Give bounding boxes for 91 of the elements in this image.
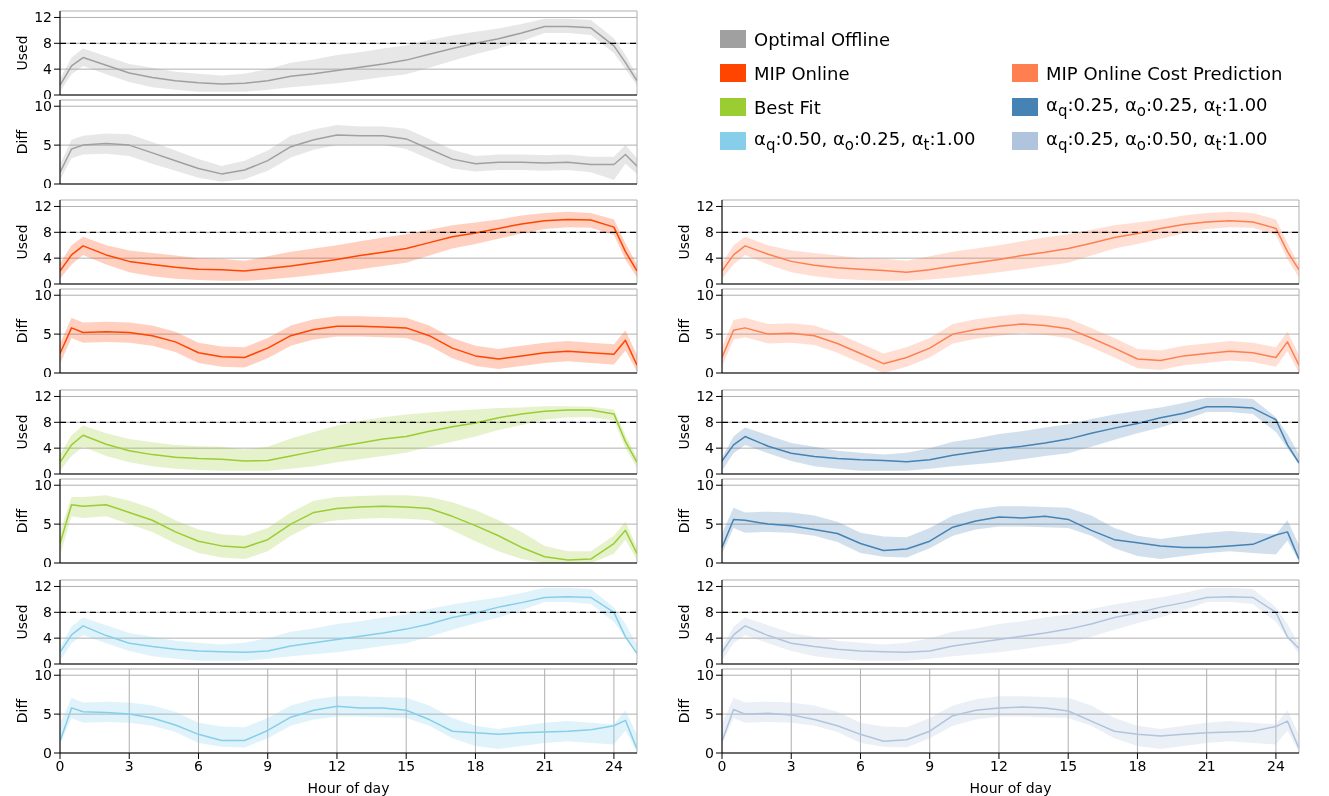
x-tick-label: 3 xyxy=(124,757,134,774)
y-tick-label: 10 xyxy=(34,477,52,494)
line-series xyxy=(722,515,1299,560)
y-tick-label: 8 xyxy=(43,604,52,621)
x-axis-title: Hour of day xyxy=(969,780,1052,796)
y-axis-title: Diff xyxy=(13,129,30,155)
y-tick-label: 10 xyxy=(696,667,714,684)
y-tick-label: 4 xyxy=(705,630,715,647)
x-tick-label: 24 xyxy=(605,757,623,774)
y-tick-label: 5 xyxy=(43,516,52,533)
line-series xyxy=(60,325,637,366)
line-series xyxy=(722,596,1299,654)
y-axis-title: Used xyxy=(675,604,692,640)
legend-label: MIP Online xyxy=(754,62,850,84)
line-series xyxy=(60,218,637,272)
x-tick-label: 6 xyxy=(194,757,204,774)
legend-label: α$_{q}$:0.50, α$_{o}$:0.25, α$_{t}$:1.00 xyxy=(754,128,976,154)
x-tick-label: 0 xyxy=(55,757,65,774)
legend-label: α$_{q}$:0.25, α$_{o}$:0.50, α$_{t}$:1.00 xyxy=(1046,128,1268,154)
line-series xyxy=(60,134,637,175)
y-tick-label: 5 xyxy=(43,706,52,723)
line-series xyxy=(60,409,637,464)
legend-label: α$_{q}$:0.25, α$_{o}$:0.25, α$_{t}$:1.00 xyxy=(1046,94,1268,120)
y-axis-title: Used xyxy=(675,224,692,260)
y-tick-label: 12 xyxy=(34,578,52,595)
y-tick-label: 10 xyxy=(696,477,714,494)
x-tick-label: 0 xyxy=(717,757,727,774)
line-series xyxy=(60,596,637,655)
x-tick-label: 3 xyxy=(786,757,796,774)
x-tick-label: 12 xyxy=(328,757,346,774)
y-axis-title: Diff xyxy=(675,318,692,344)
y-axis-title: Diff xyxy=(675,508,692,534)
y-axis-title: Used xyxy=(13,414,30,450)
y-tick-label: 0 xyxy=(43,744,52,761)
x-tick-label: 6 xyxy=(856,757,866,774)
y-tick-label: 4 xyxy=(705,440,715,457)
y-tick-label: 8 xyxy=(43,224,52,241)
y-tick-label: 8 xyxy=(705,224,714,241)
y-tick-label: 12 xyxy=(696,578,714,595)
x-tick-label: 21 xyxy=(1197,757,1216,774)
x-tick-label: 9 xyxy=(263,757,273,774)
y-tick-label: 5 xyxy=(705,326,714,343)
x-tick-label: 24 xyxy=(1267,757,1285,774)
line-series xyxy=(722,323,1299,366)
line-series xyxy=(60,25,637,87)
y-tick-label: 8 xyxy=(705,604,714,621)
y-tick-label: 4 xyxy=(43,61,53,78)
y-tick-label: 10 xyxy=(34,98,52,115)
y-axis-title: Used xyxy=(13,604,30,640)
y-tick-label: 8 xyxy=(43,35,52,52)
y-tick-label: 4 xyxy=(43,440,53,457)
x-tick-label: 18 xyxy=(466,757,485,774)
y-tick-label: 5 xyxy=(43,137,52,154)
y-tick-label: 5 xyxy=(705,516,714,533)
line-series xyxy=(60,705,637,750)
y-tick-label: 12 xyxy=(696,388,714,405)
y-tick-label: 5 xyxy=(705,706,714,723)
legend-label: MIP Online Cost Prediction xyxy=(1046,62,1283,84)
y-axis-title: Diff xyxy=(675,698,692,724)
y-tick-label: 0 xyxy=(705,744,714,761)
y-tick-label: 10 xyxy=(696,287,714,304)
y-tick-label: 4 xyxy=(705,250,715,267)
x-tick-label: 9 xyxy=(925,757,935,774)
y-axis-title: Diff xyxy=(13,508,30,534)
x-tick-label: 15 xyxy=(1059,757,1078,774)
x-tick-label: 21 xyxy=(535,757,554,774)
x-tick-label: 12 xyxy=(990,757,1008,774)
line-series xyxy=(722,219,1299,274)
y-tick-label: 8 xyxy=(705,414,714,431)
y-tick-label: 5 xyxy=(43,326,52,343)
line-series xyxy=(722,706,1299,750)
legend-label: Optimal Offline xyxy=(754,28,890,50)
y-axis-title: Used xyxy=(13,224,30,260)
y-tick-label: 12 xyxy=(696,198,714,215)
y-tick-label: 4 xyxy=(43,250,53,267)
y-tick-label: 8 xyxy=(43,414,52,431)
legend-label: Best Fit xyxy=(754,96,821,118)
y-tick-label: 12 xyxy=(34,198,52,215)
y-axis-title: Diff xyxy=(13,698,30,724)
y-tick-label: 12 xyxy=(34,9,52,26)
y-axis-title: Used xyxy=(13,35,30,71)
y-tick-label: 12 xyxy=(34,388,52,405)
y-axis-title: Diff xyxy=(13,318,30,344)
y-tick-label: 10 xyxy=(34,287,52,304)
x-axis-title: Hour of day xyxy=(307,780,390,796)
y-tick-label: 10 xyxy=(34,667,52,684)
y-tick-label: 4 xyxy=(43,630,53,647)
line-series xyxy=(722,406,1299,464)
y-axis-title: Used xyxy=(675,414,692,450)
x-tick-label: 15 xyxy=(397,757,416,774)
x-tick-label: 18 xyxy=(1128,757,1147,774)
